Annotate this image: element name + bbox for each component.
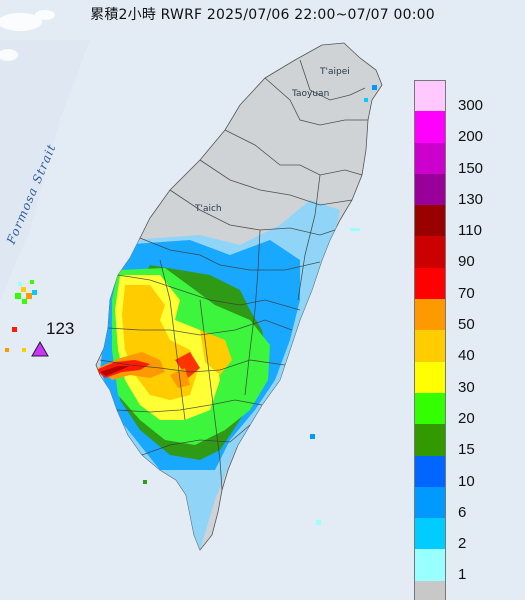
legend-label: 110 <box>458 222 482 240</box>
legend-swatch <box>414 111 446 143</box>
legend-row: 200 <box>414 111 509 146</box>
sea-shading <box>0 40 90 300</box>
legend-swatch <box>414 236 446 268</box>
legend-row: 30 <box>414 361 509 396</box>
legend-row: 10 <box>414 455 509 490</box>
max-rainfall-marker-icon <box>31 340 49 357</box>
place-label-taoyuan: Taoyuan <box>291 89 329 99</box>
county-boundaries <box>99 59 368 491</box>
legend-label: 15 <box>458 441 475 459</box>
legend-swatch <box>414 549 446 581</box>
rainfall-fields <box>96 200 340 550</box>
legend-swatch <box>414 518 446 550</box>
legend-label: 130 <box>458 190 484 208</box>
legend-swatch <box>414 580 446 600</box>
legend-label: 6 <box>458 503 467 521</box>
legend-row: 20 <box>414 392 509 427</box>
map-title: 累積2小時 RWRF 2025/07/06 22:00~07/07 00:00 <box>90 7 435 23</box>
legend-label: 40 <box>458 347 475 365</box>
place-label-taipei: T'aipei <box>319 67 350 77</box>
legend-swatch <box>414 486 446 519</box>
legend-row: 70 <box>414 267 509 302</box>
legend-swatch <box>414 142 446 174</box>
legend-row: 50 <box>414 299 509 334</box>
legend-label: 30 <box>458 378 475 396</box>
legend-label: 200 <box>458 128 484 146</box>
legend-swatch <box>414 173 446 206</box>
legend-label: 20 <box>458 409 475 427</box>
legend-row: 40 <box>414 330 509 365</box>
legend-label: 90 <box>458 253 475 271</box>
max-rainfall-value: 123 <box>46 319 74 338</box>
legend-label: 2 <box>458 535 467 553</box>
legend-swatch <box>414 80 446 112</box>
legend-swatch <box>414 361 446 393</box>
penghu-echoes <box>5 280 37 352</box>
legend-swatch <box>414 267 446 300</box>
legend-row: 300 <box>414 80 509 114</box>
legend-label: 1 <box>458 566 467 584</box>
legend-label: 150 <box>458 159 484 177</box>
legend-row: 150 <box>414 142 509 177</box>
legend-row: 90 <box>414 236 509 271</box>
legend-row: 6 <box>414 486 509 521</box>
legend-row: 2 <box>414 518 509 553</box>
legend-swatch <box>414 330 446 362</box>
legend-label: 50 <box>458 316 475 334</box>
legend-row: 130 <box>414 173 509 208</box>
legend-label: 10 <box>458 472 475 490</box>
rainfall-legend: 300 200 150 130 110 90 70 50 40 30 20 15 10 6 2 1 <box>414 80 509 600</box>
legend-label: 70 <box>458 284 475 302</box>
legend-label: 300 <box>458 97 484 114</box>
coast-clouds <box>0 10 55 61</box>
legend-swatch <box>414 205 446 237</box>
legend-row: 15 <box>414 424 509 459</box>
legend-row: 1 <box>414 549 509 584</box>
legend-swatch <box>414 424 446 456</box>
legend-row <box>414 580 509 600</box>
offshore-echoes <box>143 85 377 525</box>
legend-swatch <box>414 392 446 425</box>
place-label-taichung: T'aich <box>194 204 222 214</box>
legend-swatch <box>414 299 446 331</box>
legend-row: 110 <box>414 205 509 240</box>
legend-swatch <box>414 455 446 487</box>
